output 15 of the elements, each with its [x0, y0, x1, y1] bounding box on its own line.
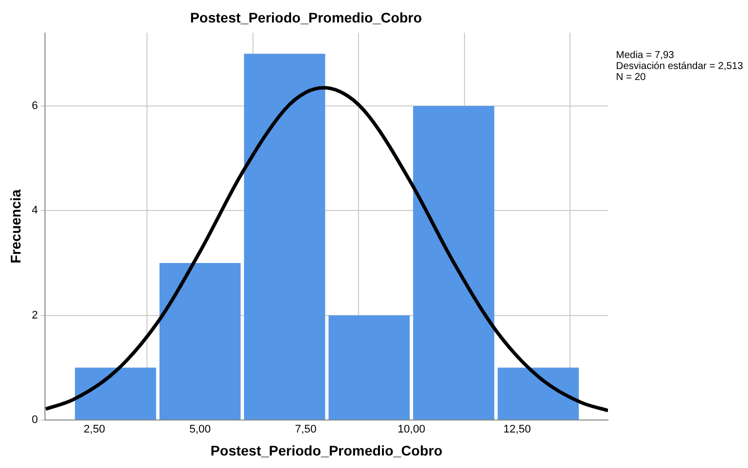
y-tick-label: 4: [32, 204, 38, 217]
x-axis-title: Postest_Periodo_Promedio_Cobro: [210, 442, 442, 458]
chart-title: Postest_Periodo_Promedio_Cobro: [190, 9, 422, 26]
y-axis-title: Frecuencia: [7, 189, 24, 264]
y-tick-label: 0: [32, 414, 38, 426]
text: N = 20: [616, 72, 646, 83]
text: Desviación estándar = 2,513: [616, 60, 744, 72]
y-tick-label: 2: [32, 309, 38, 322]
x-tick-label: 7,50: [295, 424, 316, 436]
x-tick-label: 2,50: [84, 424, 106, 436]
x-tick-label: 5,00: [189, 424, 211, 436]
x-tick-label: 10,00: [398, 424, 426, 436]
text: Media = 7,93: [616, 50, 675, 61]
y-tick-label: 6: [32, 100, 38, 112]
x-tick-label: 12,50: [503, 424, 531, 436]
